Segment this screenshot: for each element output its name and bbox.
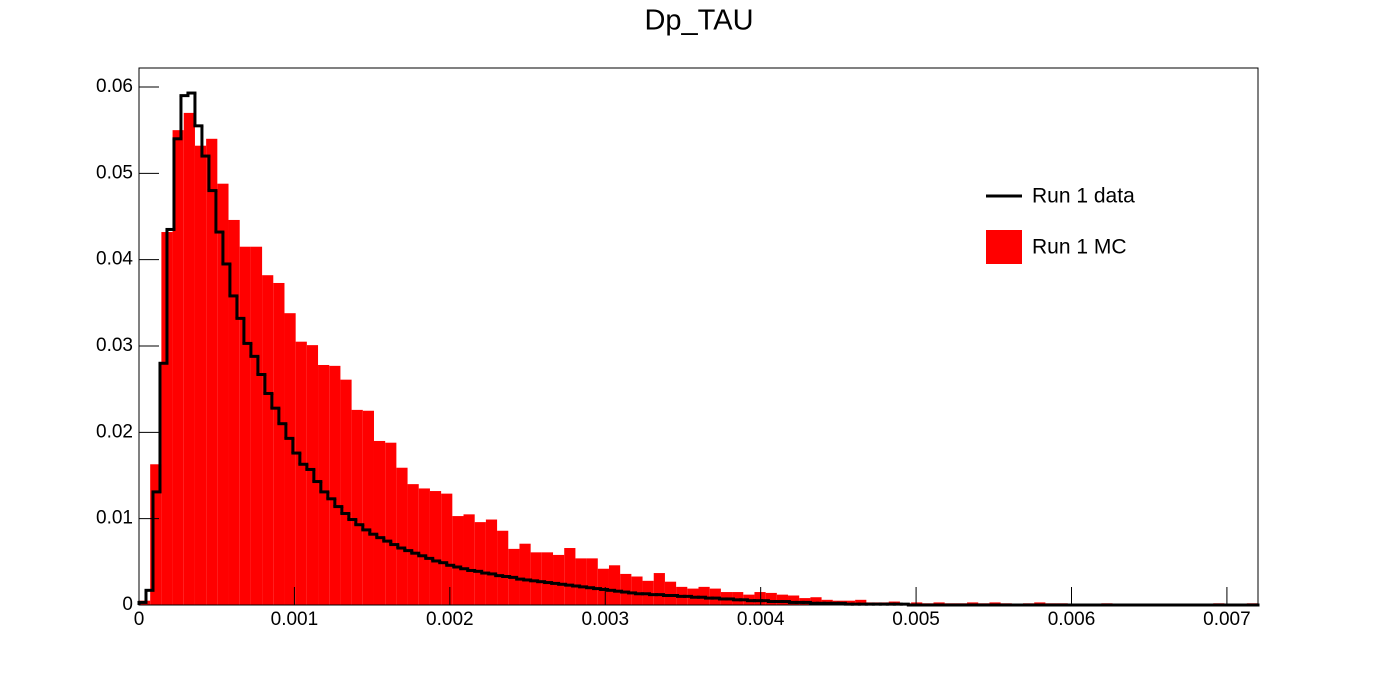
histogram-bar bbox=[855, 599, 867, 605]
histogram-bar bbox=[407, 484, 419, 605]
plot-frame bbox=[138, 67, 1259, 606]
histogram-bar bbox=[497, 530, 509, 605]
y-tick-label: 0.05 bbox=[96, 162, 133, 183]
histogram-bar bbox=[250, 246, 263, 605]
histogram-bar bbox=[452, 516, 464, 605]
x-tick-label: 0.007 bbox=[1203, 609, 1251, 630]
histogram-bar bbox=[172, 130, 184, 605]
histogram-bar bbox=[653, 573, 665, 605]
histogram-bar bbox=[340, 379, 352, 605]
histogram-bar bbox=[351, 409, 363, 605]
histogram-bar bbox=[183, 112, 195, 605]
histogram-bar bbox=[810, 597, 822, 605]
histogram-bar bbox=[765, 592, 777, 605]
legend-swatch bbox=[986, 230, 1022, 264]
x-tick-label: 0.003 bbox=[581, 609, 629, 630]
histogram-bar bbox=[620, 573, 632, 605]
histogram-bar bbox=[194, 145, 207, 605]
histogram-bar bbox=[664, 581, 677, 605]
histogram-bar bbox=[463, 514, 475, 605]
x-tick-label: 0.001 bbox=[271, 609, 319, 630]
histogram-bar bbox=[564, 548, 576, 605]
histogram-bar bbox=[373, 440, 386, 605]
histogram-bar bbox=[429, 491, 442, 605]
histogram-bar bbox=[631, 576, 643, 605]
histogram-bar bbox=[273, 282, 285, 605]
x-tick-label: 0.002 bbox=[426, 609, 474, 630]
y-tick-label: 0.03 bbox=[96, 335, 133, 356]
y-tick-label: 0.04 bbox=[96, 249, 133, 270]
histogram-bar bbox=[418, 488, 430, 605]
histogram-bar bbox=[385, 442, 397, 605]
histogram-bar bbox=[329, 365, 341, 605]
x-tick-label: 0.005 bbox=[892, 609, 940, 630]
histogram-bar bbox=[474, 522, 486, 605]
histogram-bar bbox=[318, 364, 330, 605]
histogram-bar bbox=[228, 219, 240, 605]
x-tick-label: 0.004 bbox=[737, 609, 785, 630]
histogram-bar bbox=[441, 493, 453, 605]
histogram-bar bbox=[262, 275, 274, 605]
histogram-bar bbox=[217, 183, 229, 605]
histogram-bar bbox=[575, 558, 587, 605]
histogram-bar bbox=[284, 313, 296, 605]
histogram-bar bbox=[541, 552, 554, 605]
histogram-bar bbox=[586, 558, 598, 605]
y-tick-label: 0.01 bbox=[96, 508, 133, 529]
histogram-bar bbox=[206, 138, 218, 606]
legend-label: Run 1 MC bbox=[1032, 236, 1127, 259]
histogram-bar bbox=[776, 594, 789, 605]
histogram-bar bbox=[608, 565, 621, 605]
x-tick-label: 0.006 bbox=[1048, 609, 1096, 630]
y-tick-label: 0 bbox=[122, 594, 133, 615]
histogram-bar bbox=[754, 592, 766, 605]
histogram-bar bbox=[530, 552, 542, 605]
histogram-bar bbox=[362, 410, 374, 605]
y-tick-label: 0.02 bbox=[96, 421, 133, 442]
legend-label: Run 1 data bbox=[1032, 185, 1135, 208]
histogram-bar bbox=[553, 554, 565, 605]
histogram-bar bbox=[597, 568, 609, 605]
histogram-bar bbox=[396, 467, 408, 605]
histogram-bar bbox=[519, 543, 531, 605]
histogram-bar bbox=[150, 464, 162, 605]
x-tick-label: 0 bbox=[134, 609, 145, 630]
chart-title: Dp_TAU bbox=[644, 5, 753, 37]
histogram-bar bbox=[295, 341, 307, 605]
histogram-bar bbox=[239, 246, 251, 605]
histogram-bar bbox=[485, 519, 498, 605]
histogram-bar bbox=[788, 595, 800, 605]
histogram-bar bbox=[161, 232, 173, 605]
y-tick-label: 0.06 bbox=[96, 76, 133, 97]
